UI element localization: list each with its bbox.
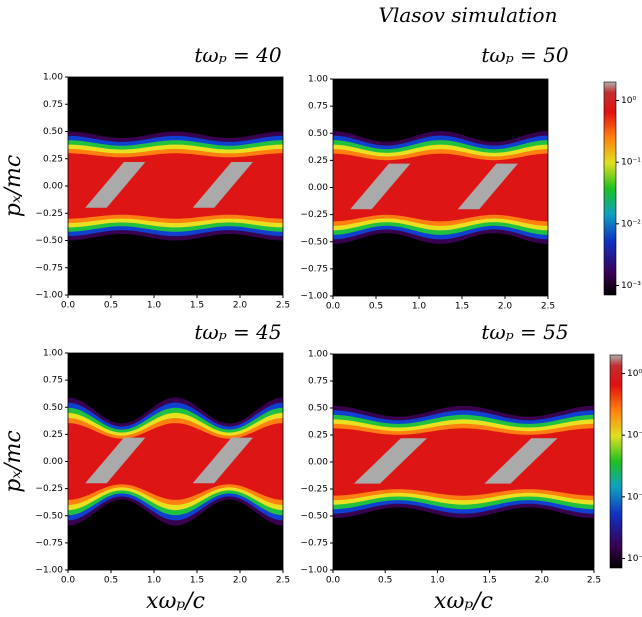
y-tick-label: 0.25 bbox=[308, 431, 328, 441]
x-tick-label: 1.5 bbox=[190, 301, 204, 311]
y-tick-label: 0.25 bbox=[43, 430, 63, 440]
x-tick-label: 2.0 bbox=[233, 576, 248, 586]
density-core bbox=[457, 163, 518, 210]
x-tick-label: 1.0 bbox=[430, 576, 445, 586]
panel-title: tωₚ = 55 bbox=[481, 320, 568, 344]
colorbar-tick-label: 10⁻³ bbox=[627, 554, 642, 564]
density-band bbox=[68, 423, 283, 500]
x-tick-label: 2.5 bbox=[587, 576, 601, 586]
y-tick-label: 0.50 bbox=[308, 404, 328, 414]
density-core bbox=[353, 438, 427, 484]
colorbar-tick-label: 10⁰ bbox=[621, 96, 636, 106]
x-tick-label: 0.0 bbox=[61, 301, 76, 311]
y-tick-label: −0.25 bbox=[35, 209, 63, 219]
x-tick-label: 2.5 bbox=[541, 302, 555, 312]
y-tick-label: −0.25 bbox=[300, 485, 328, 495]
y-tick-label: −0.50 bbox=[300, 237, 328, 247]
y-tick-label: −0.75 bbox=[300, 264, 328, 274]
y-tick-label: 0.75 bbox=[308, 102, 328, 112]
y-tick-label: 0.25 bbox=[308, 156, 328, 166]
density-core bbox=[192, 162, 253, 208]
density-core bbox=[192, 437, 253, 484]
x-tick-label: 0.0 bbox=[61, 576, 76, 586]
colorbar-tick-label: 10⁻³ bbox=[621, 281, 641, 291]
heatmap: 0.0 0.5 1.0 1.5 2.0 2.5 −1.00 −0.75 −0.50 −0.25 0.… bbox=[1, 320, 290, 614]
y-tick-label: −0.75 bbox=[300, 539, 328, 549]
heatmap-body bbox=[333, 79, 548, 296]
heatmap-body bbox=[68, 353, 283, 570]
y-tick-label: 1.00 bbox=[308, 75, 328, 85]
x-tick-label: 0.5 bbox=[369, 302, 383, 312]
y-tick-label: −0.75 bbox=[35, 538, 63, 548]
x-tick-label: 2.5 bbox=[276, 301, 290, 311]
heatmap: 0.0 0.5 1.0 1.5 2.0 2.5 −1.00 −0.75 −0.50 −0.25 0.… bbox=[1, 43, 290, 311]
x-tick-label: 1.5 bbox=[190, 576, 204, 586]
y-tick-label: −0.50 bbox=[35, 236, 63, 246]
y-tick-label: 0.50 bbox=[308, 129, 328, 139]
y-tick-label: −1.00 bbox=[35, 291, 63, 301]
x-tick-label: 1.0 bbox=[412, 302, 427, 312]
y-tick-label: −0.75 bbox=[35, 263, 63, 273]
x-axis-label: xωₚ/c bbox=[146, 589, 205, 614]
y-tick-label: −0.50 bbox=[35, 511, 63, 521]
y-tick-label: 0.75 bbox=[308, 377, 328, 387]
y-tick-label: 1.00 bbox=[308, 350, 328, 360]
x-tick-label: 0.0 bbox=[326, 576, 341, 586]
y-tick-label: 0.50 bbox=[43, 127, 63, 137]
x-axis-label: xωₚ/c bbox=[434, 589, 493, 614]
y-axis-label: pₓ/mc bbox=[1, 155, 26, 218]
density-core bbox=[350, 163, 411, 210]
x-tick-label: 2.0 bbox=[535, 576, 550, 586]
y-tick-label: 0.75 bbox=[43, 100, 63, 110]
colorbar-tick-label: 10⁻¹ bbox=[621, 158, 641, 168]
y-tick-label: −0.25 bbox=[35, 484, 63, 494]
x-tick-label: 0.0 bbox=[326, 302, 341, 312]
x-tick-label: 0.5 bbox=[378, 576, 392, 586]
y-axis-label: pₓ/mc bbox=[1, 430, 26, 493]
colorbar bbox=[609, 354, 623, 569]
panel-title: tωₚ = 40 bbox=[194, 43, 282, 67]
y-tick-label: −1.00 bbox=[300, 292, 328, 302]
heatmap-body bbox=[68, 77, 283, 295]
density-core bbox=[85, 437, 146, 484]
x-tick-label: 1.0 bbox=[147, 301, 162, 311]
x-tick-label: 2.5 bbox=[276, 576, 290, 586]
heatmap-body bbox=[333, 354, 594, 570]
colorbar bbox=[603, 81, 617, 296]
y-tick-label: 0.00 bbox=[308, 458, 328, 468]
x-tick-label: 1.5 bbox=[455, 302, 469, 312]
x-tick-label: 1.5 bbox=[482, 576, 496, 586]
y-tick-label: 0.50 bbox=[43, 403, 63, 413]
panel-title: tωₚ = 45 bbox=[194, 320, 281, 344]
y-tick-label: 0.00 bbox=[43, 457, 63, 467]
x-tick-label: 0.5 bbox=[104, 576, 118, 586]
colorbar-tick-label: 10⁰ bbox=[627, 369, 642, 379]
x-tick-label: 2.0 bbox=[498, 302, 513, 312]
y-tick-label: 1.00 bbox=[43, 73, 63, 83]
y-tick-label: −1.00 bbox=[300, 566, 328, 576]
heatmap: 0.0 0.5 1.0 1.5 2.0 2.5 −1.00 −0.75 −0.50 −0.25 0.… bbox=[300, 43, 641, 312]
y-tick-label: −0.25 bbox=[300, 210, 328, 220]
density-core bbox=[484, 438, 558, 484]
density-core bbox=[85, 162, 146, 208]
y-tick-label: 0.25 bbox=[43, 154, 63, 164]
y-tick-label: 0.00 bbox=[308, 183, 328, 193]
colorbar-tick-label: 10⁻² bbox=[621, 219, 641, 229]
x-tick-label: 0.5 bbox=[104, 301, 118, 311]
panel-title: tωₚ = 50 bbox=[481, 43, 569, 67]
heatmap: 0.0 0.5 1.0 1.5 2.0 2.5 −1.00 −0.75 −0.50 −0.25 0.… bbox=[300, 320, 642, 614]
colorbar-tick-label: 10⁻² bbox=[627, 492, 642, 502]
y-tick-label: −1.00 bbox=[35, 566, 63, 576]
figure-title: Vlasov simulation bbox=[379, 3, 558, 27]
x-tick-label: 2.0 bbox=[233, 301, 248, 311]
colorbar-tick-label: 10⁻¹ bbox=[627, 431, 642, 441]
y-tick-label: 0.75 bbox=[43, 376, 63, 386]
y-tick-label: 0.00 bbox=[43, 182, 63, 192]
y-tick-label: −0.50 bbox=[300, 512, 328, 522]
y-tick-label: 1.00 bbox=[43, 349, 63, 359]
x-tick-label: 1.0 bbox=[147, 576, 162, 586]
